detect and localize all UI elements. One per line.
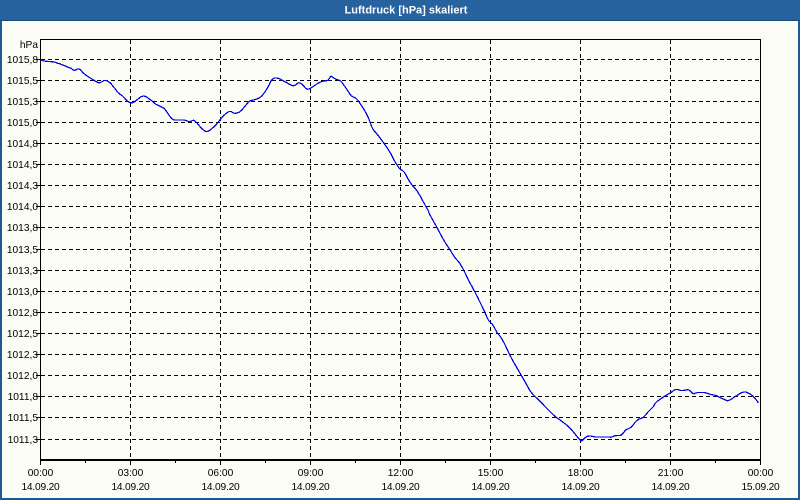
svg-text:hPa: hPa (20, 40, 38, 51)
svg-text:14.09.20: 14.09.20 (201, 482, 240, 493)
svg-text:1014,3: 1014,3 (7, 181, 38, 192)
svg-text:1014,8: 1014,8 (7, 139, 38, 150)
svg-text:1015,3: 1015,3 (7, 97, 38, 108)
svg-text:1012,0: 1012,0 (7, 371, 38, 382)
svg-text:15:00: 15:00 (478, 468, 504, 479)
svg-text:1015,0: 1015,0 (7, 118, 38, 129)
svg-text:1015,8: 1015,8 (7, 55, 38, 66)
svg-text:06:00: 06:00 (208, 468, 234, 479)
svg-text:00:00: 00:00 (748, 468, 774, 479)
svg-text:15.09.20: 15.09.20 (741, 482, 780, 493)
svg-text:Luftdruck [hPa] skaliert: Luftdruck [hPa] skaliert (345, 5, 468, 17)
svg-text:14.09.20: 14.09.20 (21, 482, 60, 493)
svg-text:00:00: 00:00 (28, 468, 54, 479)
svg-text:18:00: 18:00 (568, 468, 594, 479)
svg-text:1011,3: 1011,3 (8, 435, 39, 446)
svg-text:14.09.20: 14.09.20 (561, 482, 600, 493)
svg-text:14.09.20: 14.09.20 (111, 482, 150, 493)
svg-text:1014,0: 1014,0 (7, 202, 38, 213)
svg-text:12:00: 12:00 (388, 468, 414, 479)
svg-text:1012,3: 1012,3 (7, 350, 38, 361)
svg-text:09:00: 09:00 (298, 468, 324, 479)
svg-text:14.09.20: 14.09.20 (381, 482, 420, 493)
svg-text:1013,3: 1013,3 (7, 266, 38, 277)
svg-text:21:00: 21:00 (658, 468, 684, 479)
svg-text:1012,5: 1012,5 (7, 329, 38, 340)
svg-text:1014,5: 1014,5 (7, 160, 38, 171)
svg-text:1012,8: 1012,8 (7, 308, 38, 319)
svg-text:1011,8: 1011,8 (8, 392, 39, 403)
svg-text:14.09.20: 14.09.20 (471, 482, 510, 493)
svg-text:14.09.20: 14.09.20 (291, 482, 330, 493)
svg-text:1013,8: 1013,8 (7, 223, 38, 234)
svg-text:1013,5: 1013,5 (7, 245, 38, 256)
svg-text:1015,5: 1015,5 (7, 76, 38, 87)
svg-text:1011,5: 1011,5 (8, 413, 39, 424)
svg-text:14.09.20: 14.09.20 (651, 482, 690, 493)
svg-text:1013,0: 1013,0 (7, 287, 38, 298)
svg-text:03:00: 03:00 (118, 468, 144, 479)
